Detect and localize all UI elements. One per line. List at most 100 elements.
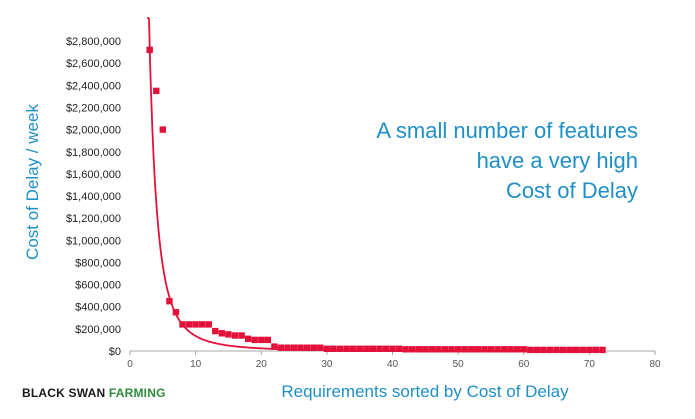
y-tick-label: $2,800,000 (66, 36, 121, 48)
data-point (356, 345, 363, 352)
y-tick-label: $2,400,000 (66, 80, 121, 92)
data-point (343, 345, 350, 352)
x-tick-label: 20 (256, 359, 268, 370)
data-point (592, 346, 600, 354)
data-point (494, 346, 501, 353)
data-point (514, 346, 521, 353)
data-point (297, 344, 304, 351)
data-point (428, 346, 436, 353)
y-tick-label: $400,000 (75, 302, 121, 314)
brand-part-1: BLACK SWAN (22, 386, 109, 400)
x-tick-label: 60 (518, 359, 530, 370)
data-point (336, 345, 344, 352)
data-point (330, 345, 337, 352)
annotation-line-3: Cost of Delay (506, 178, 638, 203)
data-point (546, 346, 554, 354)
data-point (507, 346, 514, 353)
annotation-line-2: have a very high (477, 148, 638, 173)
y-axis-title: Cost of Delay / week (23, 104, 42, 260)
data-point (225, 331, 232, 338)
y-tick-label: $600,000 (75, 280, 121, 292)
data-points (146, 46, 606, 354)
data-point (382, 345, 390, 352)
data-point (435, 346, 442, 353)
data-point (218, 330, 226, 337)
y-tick-label: $1,000,000 (66, 235, 121, 247)
y-tick-label: $200,000 (75, 324, 121, 336)
data-point (500, 346, 508, 353)
data-point (586, 346, 593, 354)
data-point (553, 346, 560, 354)
data-point (231, 332, 239, 339)
y-tick-label: $1,600,000 (66, 169, 121, 181)
data-point (369, 345, 376, 352)
data-point (304, 344, 311, 351)
data-point (376, 345, 383, 352)
data-point (540, 346, 547, 354)
data-point (573, 346, 580, 354)
x-tick-label: 40 (387, 359, 399, 370)
data-point (481, 346, 488, 353)
data-point (409, 346, 416, 353)
data-point (520, 346, 527, 353)
data-point (205, 321, 212, 328)
data-point (349, 345, 357, 352)
data-point (166, 298, 173, 305)
y-tick-labels: $0 $200,000 $400,000 $600,000 $800,000 $1,000… (66, 36, 121, 358)
data-point (310, 344, 317, 351)
data-point (271, 343, 278, 350)
data-point (395, 345, 403, 352)
y-tick-label: $2,000,000 (66, 125, 121, 137)
data-point (579, 346, 586, 354)
brand-part-2: FARMING (108, 386, 166, 400)
data-point (415, 346, 422, 353)
data-point (448, 346, 455, 353)
data-point (323, 345, 331, 352)
x-tick-label: 10 (190, 359, 202, 370)
data-point (422, 346, 429, 353)
data-point (284, 344, 291, 351)
data-point (527, 346, 534, 354)
data-point (468, 346, 475, 353)
data-point (277, 344, 285, 351)
x-tick-label: 70 (584, 359, 596, 370)
data-point (264, 336, 271, 344)
data-point (244, 335, 252, 342)
data-point (461, 346, 468, 353)
data-point (402, 346, 409, 353)
data-point (199, 321, 206, 328)
y-tick-label: $800,000 (75, 257, 121, 269)
data-point (487, 346, 495, 353)
annotation-line-1: A small number of features (376, 118, 638, 143)
data-point (317, 344, 324, 351)
x-tick-label: 80 (649, 359, 661, 370)
data-point (454, 346, 462, 353)
y-tick-label: $1,200,000 (66, 213, 121, 225)
data-point (159, 126, 166, 133)
data-point (441, 346, 449, 353)
brand-logo: BLACK SWAN FARMING (22, 386, 166, 400)
data-point (238, 332, 245, 339)
data-point (599, 346, 606, 354)
x-tick-label: 50 (453, 359, 465, 370)
data-point (566, 346, 573, 354)
data-point (533, 346, 541, 354)
data-point (146, 46, 153, 54)
y-tick-label: $1,400,000 (66, 191, 121, 203)
data-point (290, 344, 298, 351)
data-point (474, 346, 481, 353)
data-point (559, 346, 567, 354)
x-tick-labels: 0 10 20 30 40 50 60 70 80 (127, 359, 661, 370)
data-point (153, 87, 160, 95)
y-tick-label: $0 (109, 346, 121, 358)
x-axis-title: Requirements sorted by Cost of Delay (281, 382, 569, 401)
data-point (185, 321, 193, 328)
data-point (212, 327, 219, 335)
data-point (172, 309, 180, 316)
data-point (179, 321, 186, 328)
data-point (192, 321, 199, 328)
y-tick-label: $1,800,000 (66, 147, 121, 159)
y-tick-label: $2,600,000 (66, 58, 121, 70)
